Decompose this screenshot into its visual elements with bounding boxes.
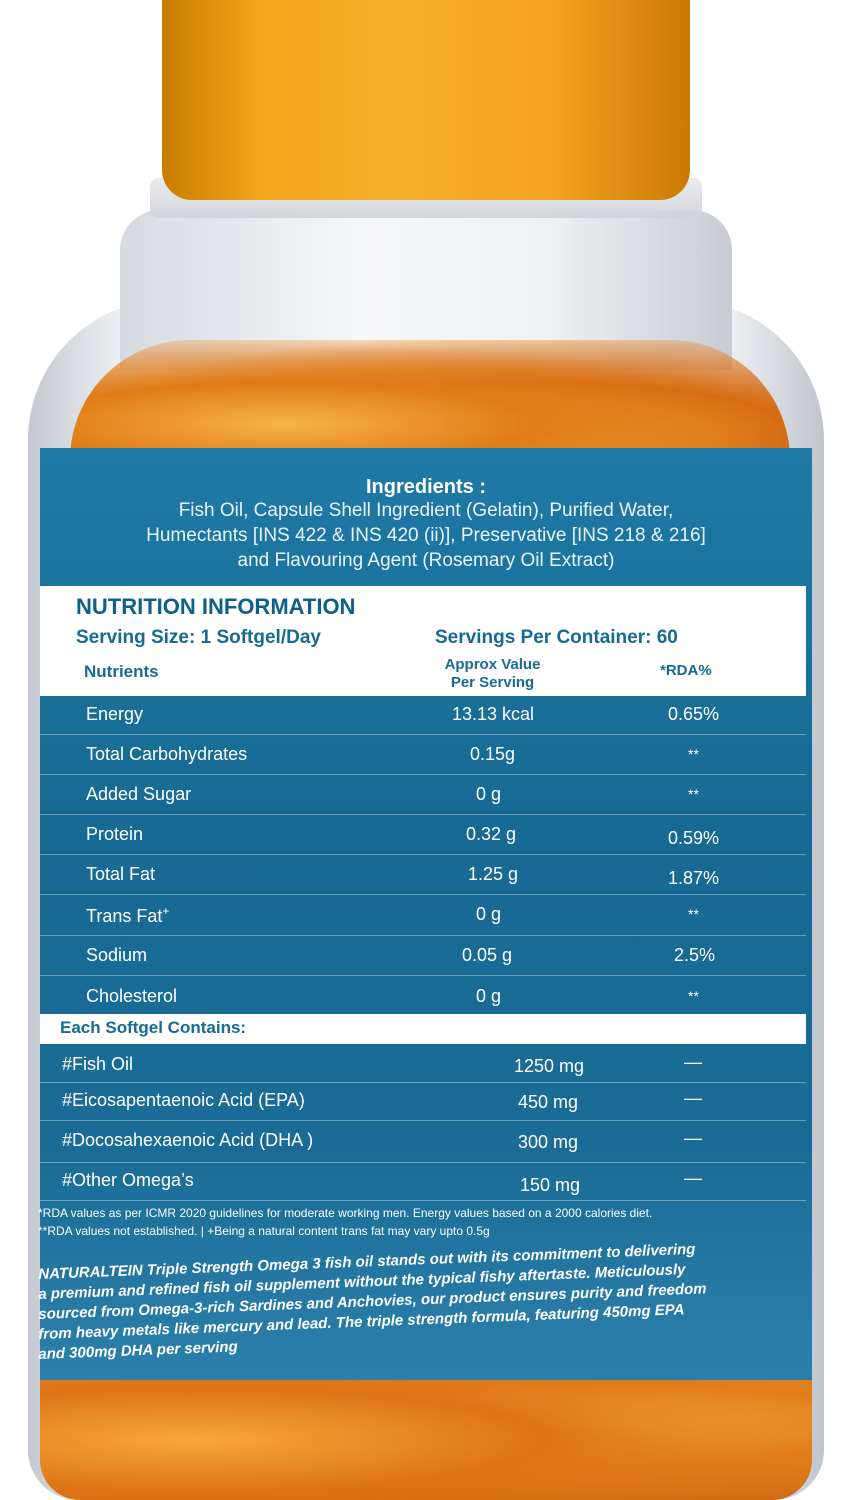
nutrient-rda: 1.87% xyxy=(668,868,720,888)
nutrient-rda: ** xyxy=(688,746,699,762)
col-approx-value: Approx Value Per Serving xyxy=(430,656,555,692)
softgel-rda: — xyxy=(684,1088,702,1108)
softgel-amount: 450 mg xyxy=(518,1092,579,1112)
serving-size: Serving Size: 1 Softgel/Day xyxy=(76,627,321,648)
softgel-amount: 150 mg xyxy=(520,1175,581,1195)
softgel-amount: 300 mg xyxy=(518,1132,579,1152)
softgel-title: Each Softgel Contains: xyxy=(60,1018,247,1037)
nutrition-title: NUTRITION INFORMATION xyxy=(76,594,356,619)
nutrient-rda: 2.5% xyxy=(674,945,716,965)
nutrient-value: 0.15g xyxy=(470,744,516,764)
nutrient-value: 13.13 kcal xyxy=(452,704,535,724)
servings-per-container: Servings Per Container: 60 xyxy=(435,627,678,648)
softgel-rda: — xyxy=(684,1168,702,1188)
nutrient-value: 0.05 g xyxy=(462,945,513,965)
nutrient-name: Total Fat xyxy=(86,864,156,884)
ingredients-line: Humectants [INS 422 & INS 420 (ii)], Pre… xyxy=(146,525,706,546)
row-divider xyxy=(40,935,806,936)
nutrition-header-panel xyxy=(40,586,806,696)
row-divider xyxy=(40,854,806,855)
nutrient-value: 0.32 g xyxy=(466,824,517,844)
nutrient-name-trans-fat: Trans Fat+ xyxy=(86,904,169,927)
ingredients-line: and Flavouring Agent (Rosemary Oil Extra… xyxy=(237,550,615,571)
row-divider xyxy=(40,774,806,775)
softgel-component: #Docosahexaenoic Acid (DHA ) xyxy=(62,1130,314,1150)
nutrient-name: Protein xyxy=(86,824,144,844)
softgel-header-panel xyxy=(40,1014,806,1044)
nutrient-name: Cholesterol xyxy=(86,986,178,1006)
nutrient-value: 0 g xyxy=(476,904,502,924)
softgel-component: #Other Omega’s xyxy=(62,1170,194,1190)
row-divider xyxy=(40,894,806,895)
nutrient-value: 0 g xyxy=(476,784,502,804)
nutrient-name: Added Sugar xyxy=(86,784,192,804)
nutrient-name: Energy xyxy=(86,704,144,724)
ingredients-line: Fish Oil, Capsule Shell Ingredient (Gela… xyxy=(178,500,674,521)
row-divider xyxy=(40,975,806,976)
nutrient-value: 1.25 g xyxy=(468,864,519,884)
footnote-rda-2: **RDA values not established. | +Being a… xyxy=(38,1224,490,1238)
softgel-rda: — xyxy=(684,1128,702,1148)
superscript-plus: + xyxy=(162,904,170,918)
softgel-rda: — xyxy=(684,1052,702,1072)
nutrient-rda: ** xyxy=(688,988,699,1004)
softgel-amount: 1250 mg xyxy=(514,1056,585,1076)
row-divider xyxy=(40,1082,806,1083)
col-rda: *RDA% xyxy=(660,662,712,679)
col-nutrients: Nutrients xyxy=(84,662,159,681)
row-divider xyxy=(40,1162,806,1163)
nutrient-rda: 0.65% xyxy=(668,704,720,724)
nutrient-name: Total Carbohydrates xyxy=(86,744,248,764)
col-approx-value-line2: Per Serving xyxy=(450,674,535,691)
row-divider xyxy=(40,1120,806,1121)
nutrient-value: 0 g xyxy=(476,986,502,1006)
nutrient-rda: ** xyxy=(688,906,699,922)
row-divider xyxy=(40,1200,806,1201)
ingredients-title: Ingredients : xyxy=(365,476,486,498)
row-divider xyxy=(40,814,806,815)
nutrient-rda: ** xyxy=(688,786,699,802)
footnote-rda: *RDA values as per ICMR 2020 guidelines … xyxy=(38,1206,653,1220)
nutrient-name: Sodium xyxy=(86,945,148,965)
nutrient-rda: 0.59% xyxy=(668,828,720,848)
nutrient-name: Trans Fat xyxy=(86,906,163,926)
softgel-component: #Fish Oil xyxy=(62,1054,134,1074)
row-divider xyxy=(40,734,806,735)
col-approx-value-line1: Approx Value xyxy=(444,656,541,673)
softgel-component: #Eicosapentaenoic Acid (EPA) xyxy=(62,1090,305,1110)
bottle-cap xyxy=(162,0,690,200)
